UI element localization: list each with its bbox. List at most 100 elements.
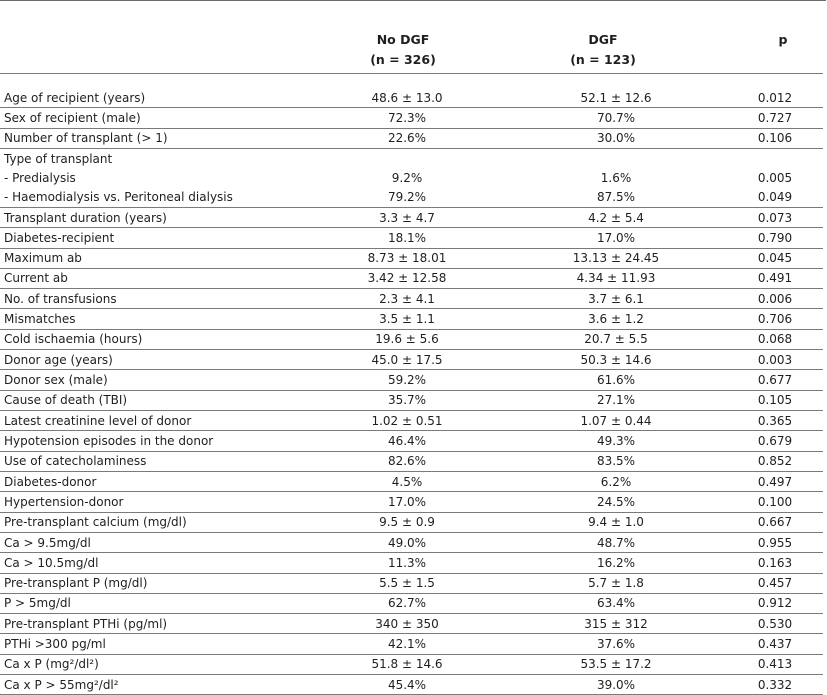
table-row: Donor age (years) 45.0 ± 17.5 50.3 ± 14.6 0… xyxy=(0,349,823,371)
p-value: 0.105 xyxy=(727,390,823,412)
row-label: Sex of recipient (male) xyxy=(0,107,309,129)
table-row: Sex of recipient (male) 72.3% 70.7% 0.727 xyxy=(0,107,823,129)
dgf-value: 24.5% xyxy=(505,491,727,513)
p-value: 0.068 xyxy=(727,329,823,351)
no-dgf-value: 22.6% xyxy=(309,128,505,149)
table-row: Pre-transplant P (mg/dl) 5.5 ± 1.5 5.7 ± 1… xyxy=(0,573,823,594)
row-label: Transplant duration (years) xyxy=(0,207,309,229)
p-value: 0.012 xyxy=(727,88,823,109)
table-row: Ca x P > 55mg²/dl² 45.4% 39.0% 0.332 xyxy=(0,674,823,695)
p-value: 0.497 xyxy=(727,471,823,493)
table-row: Hypotension episodes in the donor 46.4% 49… xyxy=(0,430,823,452)
table-frame xyxy=(0,0,826,1)
header-no-dgf: No DGF (n = 326) xyxy=(303,30,503,70)
p-value: 0.437 xyxy=(727,633,823,655)
row-label: Ca > 10.5mg/dl xyxy=(0,552,309,574)
table-row: Use of catecholaminess 82.6% 83.5% 0.852 xyxy=(0,451,823,472)
row-label: - Predialysis xyxy=(4,170,76,185)
p-value: 0.073 xyxy=(727,207,823,229)
table-row: P > 5mg/dl 62.7% 63.4% 0.912 xyxy=(0,593,823,615)
p-value: 0.457 xyxy=(727,573,823,594)
dgf-value: 3.7 ± 6.1 xyxy=(505,288,727,310)
row-label: Hypotension episodes in the donor xyxy=(0,430,309,452)
dgf-value: 30.0% xyxy=(505,128,727,149)
table-row: - Predialysis 9.2% 1.6% 0.005 xyxy=(0,168,823,187)
no-dgf-value: 46.4% xyxy=(309,430,505,452)
p-value: 0.955 xyxy=(727,532,823,554)
dgf-value: 17.0% xyxy=(505,227,727,249)
header-p-title: p xyxy=(778,32,788,47)
no-dgf-value: 59.2% xyxy=(309,369,505,391)
header-divider xyxy=(0,73,823,74)
p-value: 0.413 xyxy=(727,654,823,676)
row-label: - Haemodialysis vs. Peritoneal dialysis xyxy=(0,187,309,208)
no-dgf-value: 48.6 ± 13.0 xyxy=(309,88,505,109)
dgf-value: 315 ± 312 xyxy=(505,613,727,635)
table-row: Pre-transplant calcium (mg/dl) 9.5 ± 0.9 9… xyxy=(0,512,823,533)
dgf-value: 3.6 ± 1.2 xyxy=(505,308,727,330)
table-row: Diabetes-donor 4.5% 6.2% 0.497 xyxy=(0,471,823,493)
p-value: 0.365 xyxy=(727,410,823,432)
no-dgf-value: 340 ± 350 xyxy=(309,613,505,635)
row-label: Ca > 9.5mg/dl xyxy=(0,532,309,554)
row-label: Latest creatinine level of donor xyxy=(0,410,309,432)
dgf-value: 6.2% xyxy=(505,471,727,493)
no-dgf-value: 62.7% xyxy=(309,593,505,615)
table-row: No. of transfusions 2.3 ± 4.1 3.7 ± 6.1 0.0… xyxy=(0,288,823,310)
dgf-value: 37.6% xyxy=(505,633,727,655)
dgf-value: 83.5% xyxy=(505,451,727,472)
p-value xyxy=(727,148,823,168)
dgf-value: 20.7 ± 5.5 xyxy=(505,329,727,351)
dgf-value: 50.3 ± 14.6 xyxy=(505,349,727,371)
p-value: 0.679 xyxy=(727,430,823,452)
row-label: Pre-transplant calcium (mg/dl) xyxy=(0,512,309,533)
dgf-value: 48.7% xyxy=(505,532,727,554)
p-value: 0.332 xyxy=(727,674,823,695)
no-dgf-value: 18.1% xyxy=(309,227,505,249)
dgf-value: 1.6% xyxy=(600,170,632,185)
table-row: Latest creatinine level of donor 1.02 ± 0… xyxy=(0,410,823,432)
no-dgf-value: 17.0% xyxy=(309,491,505,513)
data-table: Age of recipient (years) 48.6 ± 13.0 52.1 … xyxy=(0,88,823,695)
no-dgf-value: 42.1% xyxy=(309,633,505,655)
table-row: Transplant duration (years) 3.3 ± 4.7 4.2 … xyxy=(0,207,823,229)
table-row: Type of transplant xyxy=(0,148,823,168)
no-dgf-value: 49.0% xyxy=(309,532,505,554)
table-row: - Haemodialysis vs. Peritoneal dialysis 7… xyxy=(0,187,823,208)
dgf-value: 27.1% xyxy=(505,390,727,412)
row-label: Diabetes-recipient xyxy=(0,227,309,249)
no-dgf-value: 3.42 ± 12.58 xyxy=(309,268,505,290)
table-row: Ca x P (mg²/dl²) 51.8 ± 14.6 53.5 ± 17.2 0.… xyxy=(0,654,823,676)
row-label: Cause of death (TBI) xyxy=(0,390,309,412)
row-label: Current ab xyxy=(0,268,309,290)
p-value: 0.530 xyxy=(727,613,823,635)
dgf-value xyxy=(505,148,727,168)
no-dgf-value: 1.02 ± 0.51 xyxy=(309,410,505,432)
table-row: Mismatches 3.5 ± 1.1 3.6 ± 1.2 0.706 xyxy=(0,308,823,330)
p-value: 0.006 xyxy=(727,288,823,310)
dgf-value: 4.34 ± 11.93 xyxy=(505,268,727,290)
dgf-value: 4.2 ± 5.4 xyxy=(505,207,727,229)
table-row: Donor sex (male) 59.2% 61.6% 0.677 xyxy=(0,369,823,391)
p-value: 0.106 xyxy=(727,128,823,149)
row-label: Donor age (years) xyxy=(0,349,309,371)
row-label: Ca x P > 55mg²/dl² xyxy=(0,674,309,695)
row-label: Ca x P (mg²/dl²) xyxy=(0,654,309,676)
header-p: p xyxy=(683,30,827,50)
dgf-value: 13.13 ± 24.45 xyxy=(505,248,727,269)
row-label: Use of catecholaminess xyxy=(0,451,309,472)
table-row: Diabetes-recipient 18.1% 17.0% 0.790 xyxy=(0,227,823,249)
p-value: 0.163 xyxy=(727,552,823,574)
table-row: Cause of death (TBI) 35.7% 27.1% 0.105 xyxy=(0,390,823,412)
no-dgf-value: 9.5 ± 0.9 xyxy=(309,512,505,533)
table-body: Age of recipient (years) 48.6 ± 13.0 52.1 … xyxy=(0,88,823,695)
no-dgf-value: 45.4% xyxy=(309,674,505,695)
dgf-value: 39.0% xyxy=(505,674,727,695)
no-dgf-value: 11.3% xyxy=(309,552,505,574)
no-dgf-value: 3.5 ± 1.1 xyxy=(309,308,505,330)
row-label: No. of transfusions xyxy=(0,288,309,310)
no-dgf-value: 2.3 ± 4.1 xyxy=(309,288,505,310)
p-value: 0.852 xyxy=(727,451,823,472)
dgf-value: 52.1 ± 12.6 xyxy=(505,88,727,109)
header-dgf: DGF (n = 123) xyxy=(503,30,703,70)
